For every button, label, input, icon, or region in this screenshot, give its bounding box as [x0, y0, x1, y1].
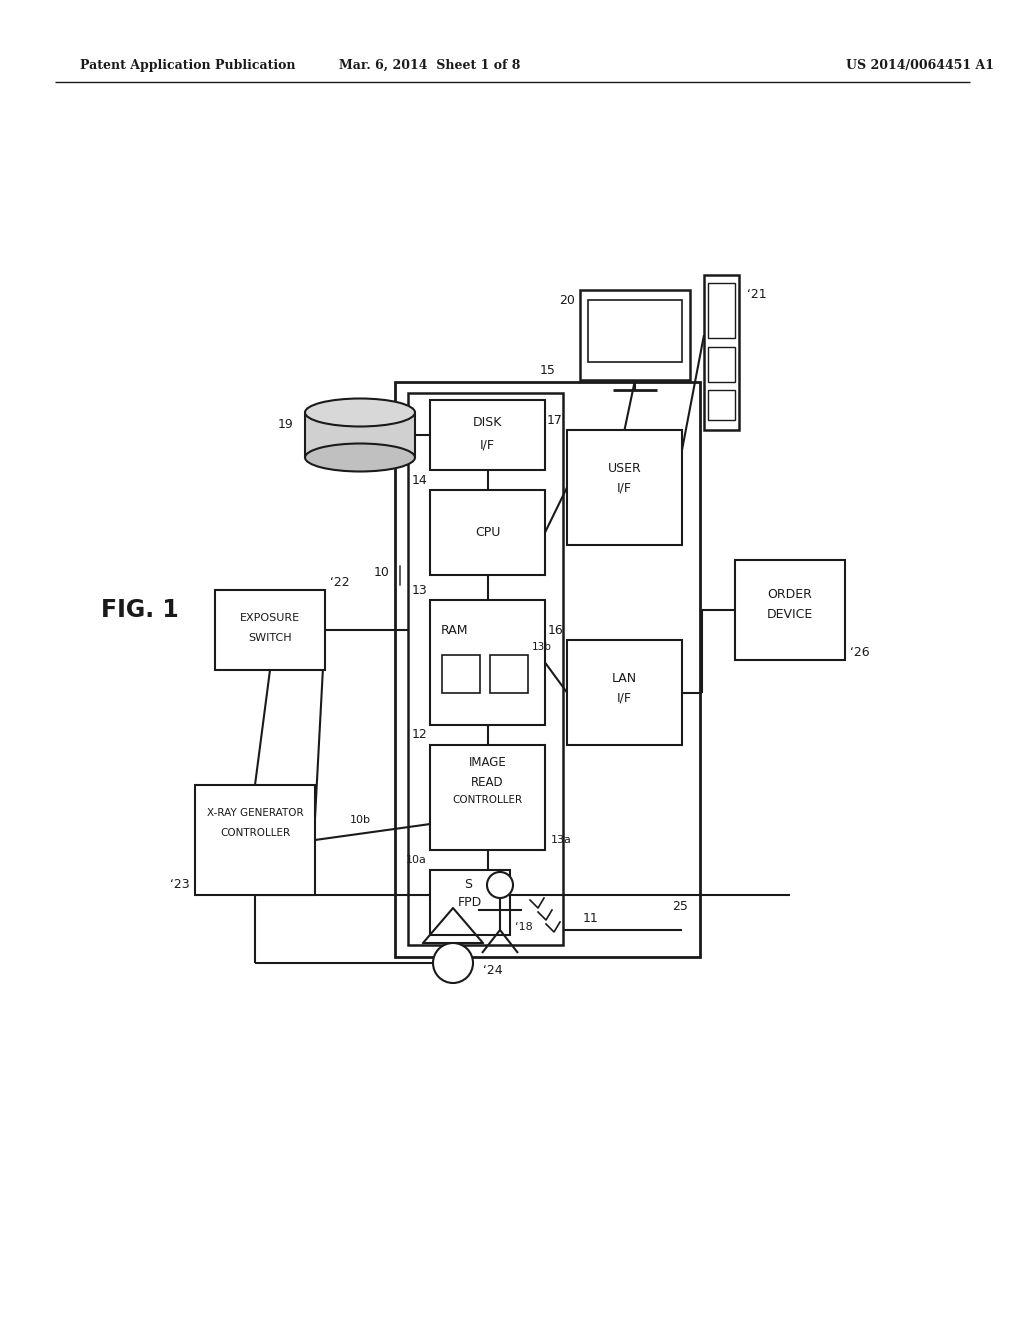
Text: CONTROLLER: CONTROLLER	[220, 828, 290, 838]
Bar	[430, 744, 545, 850]
Text: CPU: CPU	[475, 525, 500, 539]
Bar	[708, 389, 735, 420]
Text: 13a: 13a	[551, 836, 571, 845]
Bar	[430, 601, 545, 725]
Text: I/F: I/F	[617, 692, 632, 705]
Text: 10a: 10a	[407, 855, 427, 865]
Text: 12: 12	[412, 729, 427, 742]
Bar	[735, 560, 845, 660]
Text: IMAGE: IMAGE	[469, 756, 507, 770]
Text: ‘22: ‘22	[330, 576, 349, 589]
Text: 16: 16	[547, 623, 563, 636]
Text: FPD: FPD	[458, 896, 482, 909]
Text: SWITCH: SWITCH	[248, 634, 292, 643]
Text: I/F: I/F	[617, 482, 632, 495]
Text: ORDER: ORDER	[768, 589, 812, 602]
Text: 10b: 10b	[350, 814, 371, 825]
Bar	[215, 590, 325, 671]
Text: LAN: LAN	[612, 672, 637, 685]
Text: I/F: I/F	[480, 438, 495, 451]
Text: 20: 20	[559, 293, 575, 306]
Text: FIG. 1: FIG. 1	[101, 598, 179, 622]
Text: ‘24: ‘24	[483, 965, 503, 978]
Text: 14: 14	[412, 474, 427, 487]
Text: 11: 11	[583, 912, 599, 924]
Text: RAM: RAM	[440, 623, 468, 636]
Text: Mar. 6, 2014  Sheet 1 of 8: Mar. 6, 2014 Sheet 1 of 8	[339, 58, 520, 71]
Text: 19: 19	[278, 418, 293, 432]
Text: S: S	[464, 879, 472, 891]
Text: ‘18: ‘18	[515, 921, 532, 932]
Ellipse shape	[305, 444, 415, 471]
Bar	[395, 381, 700, 957]
Text: 10: 10	[374, 566, 390, 579]
Text: EXPOSURE: EXPOSURE	[240, 612, 300, 623]
Text: 15: 15	[540, 363, 555, 376]
Ellipse shape	[305, 399, 415, 426]
Bar	[705, 275, 739, 430]
Text: 17: 17	[547, 413, 563, 426]
Text: X-RAY GENERATOR: X-RAY GENERATOR	[207, 808, 303, 818]
Bar	[567, 430, 682, 545]
Bar	[442, 655, 480, 693]
Bar	[305, 412, 415, 458]
Text: CONTROLLER: CONTROLLER	[453, 795, 522, 805]
Bar	[430, 400, 545, 470]
Text: DISK: DISK	[473, 416, 502, 429]
Text: 25: 25	[672, 900, 688, 913]
Bar	[588, 300, 682, 362]
Text: 13b: 13b	[532, 642, 552, 652]
Circle shape	[433, 942, 473, 983]
Bar	[490, 655, 528, 693]
Bar	[567, 640, 682, 744]
Bar	[708, 282, 735, 338]
Text: ‘23: ‘23	[170, 879, 190, 891]
Bar	[408, 393, 563, 945]
Text: DEVICE: DEVICE	[767, 609, 813, 622]
Bar	[430, 870, 510, 935]
Text: Patent Application Publication: Patent Application Publication	[80, 58, 296, 71]
Text: 13: 13	[412, 583, 427, 597]
Text: US 2014/0064451 A1: US 2014/0064451 A1	[846, 58, 994, 71]
Text: ‘26: ‘26	[850, 645, 869, 659]
Bar	[195, 785, 315, 895]
Bar	[580, 290, 690, 380]
Text: READ: READ	[471, 776, 504, 789]
Text: ‘21: ‘21	[746, 289, 767, 301]
Circle shape	[487, 873, 513, 898]
Bar	[430, 490, 545, 576]
Bar	[708, 347, 735, 381]
Text: USER: USER	[607, 462, 641, 474]
